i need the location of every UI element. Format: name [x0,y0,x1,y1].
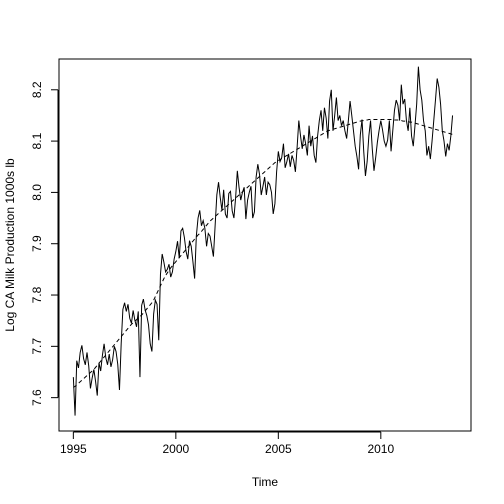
x-axis-label: Time [252,475,279,489]
y-axis: 7.6 7.7 7.8 7.9 8.0 8.1 8.2 [30,81,59,406]
y-tick-label: 7.7 [30,338,44,355]
y-tick-label: 8.0 [30,184,44,201]
x-tick-label: 1995 [60,442,87,456]
y-tick-label: 7.6 [30,389,44,406]
x-axis: 1995 2000 2005 2010 [60,431,394,456]
y-tick-label: 7.9 [30,235,44,252]
series-layer [72,66,454,416]
y-tick-label: 8.1 [30,132,44,149]
x-tick-label: 2005 [265,442,292,456]
x-tick-label: 2000 [162,442,189,456]
y-tick-label: 7.8 [30,286,44,303]
y-tick-label: 8.2 [30,81,44,98]
plot-area-frame [58,58,472,432]
trend-line-series [73,119,453,388]
x-tick-label: 2010 [367,442,394,456]
y-axis-label: Log CA Milk Production 1000s lb [3,158,17,332]
milk-production-series [72,66,454,416]
